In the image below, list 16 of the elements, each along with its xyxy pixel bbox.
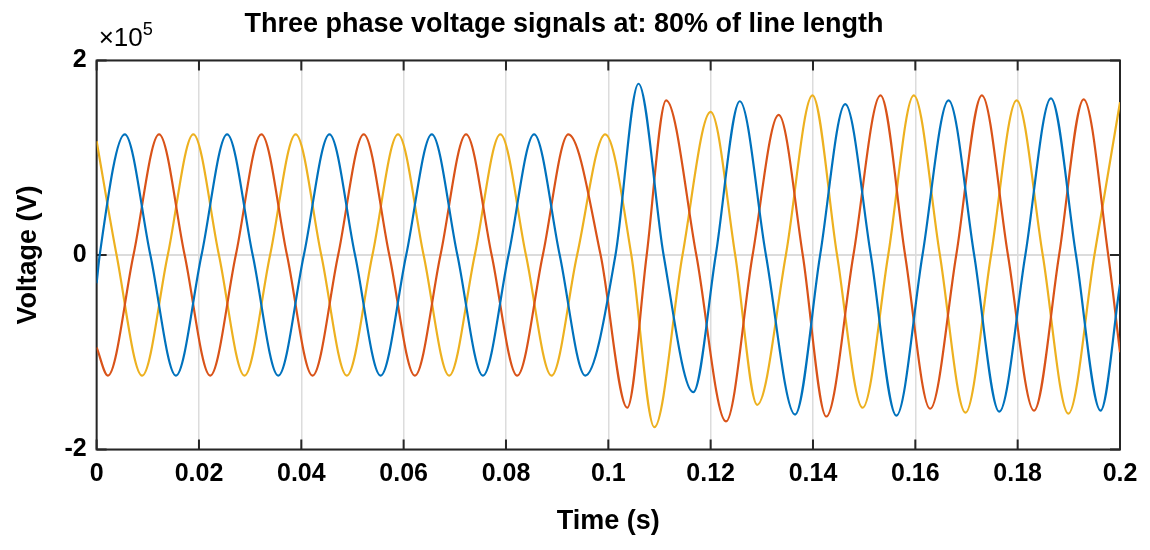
x-tick-label: 0.12: [686, 458, 735, 487]
x-tick-label: 0.02: [174, 458, 224, 487]
x-tick-label: 0.1: [590, 458, 626, 487]
x-axis-title: Time (s): [556, 505, 660, 536]
x-tick-label: 0.18: [993, 458, 1043, 487]
chart-title: Three phase voltage signals at: 80% of line length: [244, 7, 884, 38]
y-tick-label: -2: [64, 433, 87, 462]
y-axis-title: Voltage (V): [11, 185, 42, 325]
x-tick-label: 0.2: [1102, 458, 1138, 487]
x-tick-label: 0.06: [379, 458, 428, 487]
x-tick-label: 0.08: [481, 458, 531, 487]
x-tick-label: 0.14: [788, 458, 838, 487]
y-tick-label: 0: [72, 238, 87, 267]
x-tick-label: 0.16: [890, 458, 940, 487]
x-tick-label: 0.04: [276, 458, 326, 487]
y-tick-label: 2: [72, 44, 87, 73]
